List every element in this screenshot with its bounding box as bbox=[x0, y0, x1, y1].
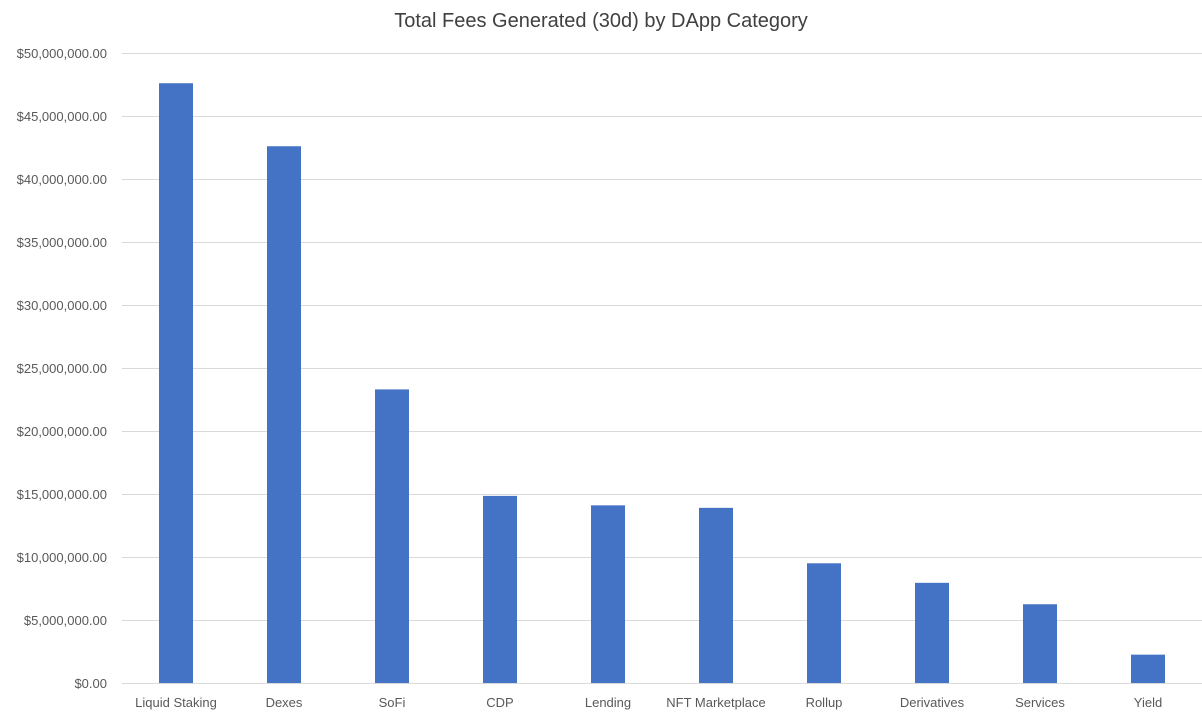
bar-sofi bbox=[375, 389, 409, 683]
x-tick-label: Lending bbox=[585, 695, 631, 710]
bar-services bbox=[1023, 604, 1057, 683]
y-tick-label: $45,000,000.00 bbox=[17, 109, 107, 124]
x-tick-label: Liquid Staking bbox=[135, 695, 217, 710]
y-tick-label: $5,000,000.00 bbox=[24, 613, 107, 628]
x-tick-label: SoFi bbox=[379, 695, 406, 710]
bar-nft-marketplace bbox=[699, 507, 733, 683]
bar-derivatives bbox=[915, 582, 949, 683]
y-tick-label: $15,000,000.00 bbox=[17, 487, 107, 502]
bars bbox=[159, 83, 1165, 684]
x-tick-label: Derivatives bbox=[900, 695, 965, 710]
x-tick-label: Rollup bbox=[806, 695, 843, 710]
y-tick-label: $40,000,000.00 bbox=[17, 172, 107, 187]
y-tick-label: $10,000,000.00 bbox=[17, 550, 107, 565]
y-tick-label: $30,000,000.00 bbox=[17, 298, 107, 313]
bar-liquid-staking bbox=[159, 83, 193, 684]
chart-title: Total Fees Generated (30d) by DApp Categ… bbox=[394, 10, 808, 32]
y-axis-tick-labels: $0.00 $5,000,000.00 $10,000,000.00 $15,000,… bbox=[17, 46, 107, 691]
x-tick-label: Yield bbox=[1134, 695, 1162, 710]
x-tick-label: CDP bbox=[486, 695, 513, 710]
bar-rollup bbox=[807, 563, 841, 683]
bar-cdp bbox=[483, 495, 517, 683]
y-tick-label: $35,000,000.00 bbox=[17, 235, 107, 250]
bar-yield bbox=[1131, 654, 1165, 683]
y-tick-label: $25,000,000.00 bbox=[17, 361, 107, 376]
bar-lending bbox=[591, 505, 625, 683]
x-axis-tick-labels: Liquid Staking Dexes SoFi CDP Lending NFT Mar… bbox=[135, 695, 1162, 710]
y-tick-label: $20,000,000.00 bbox=[17, 424, 107, 439]
y-tick-label: $50,000,000.00 bbox=[17, 46, 107, 61]
y-tick-label: $0.00 bbox=[74, 676, 107, 691]
gridlines bbox=[122, 53, 1202, 684]
x-tick-label: NFT Marketplace bbox=[666, 695, 765, 710]
bar-dexes bbox=[267, 146, 301, 684]
x-tick-label: Services bbox=[1015, 695, 1065, 710]
x-tick-label: Dexes bbox=[266, 695, 303, 710]
